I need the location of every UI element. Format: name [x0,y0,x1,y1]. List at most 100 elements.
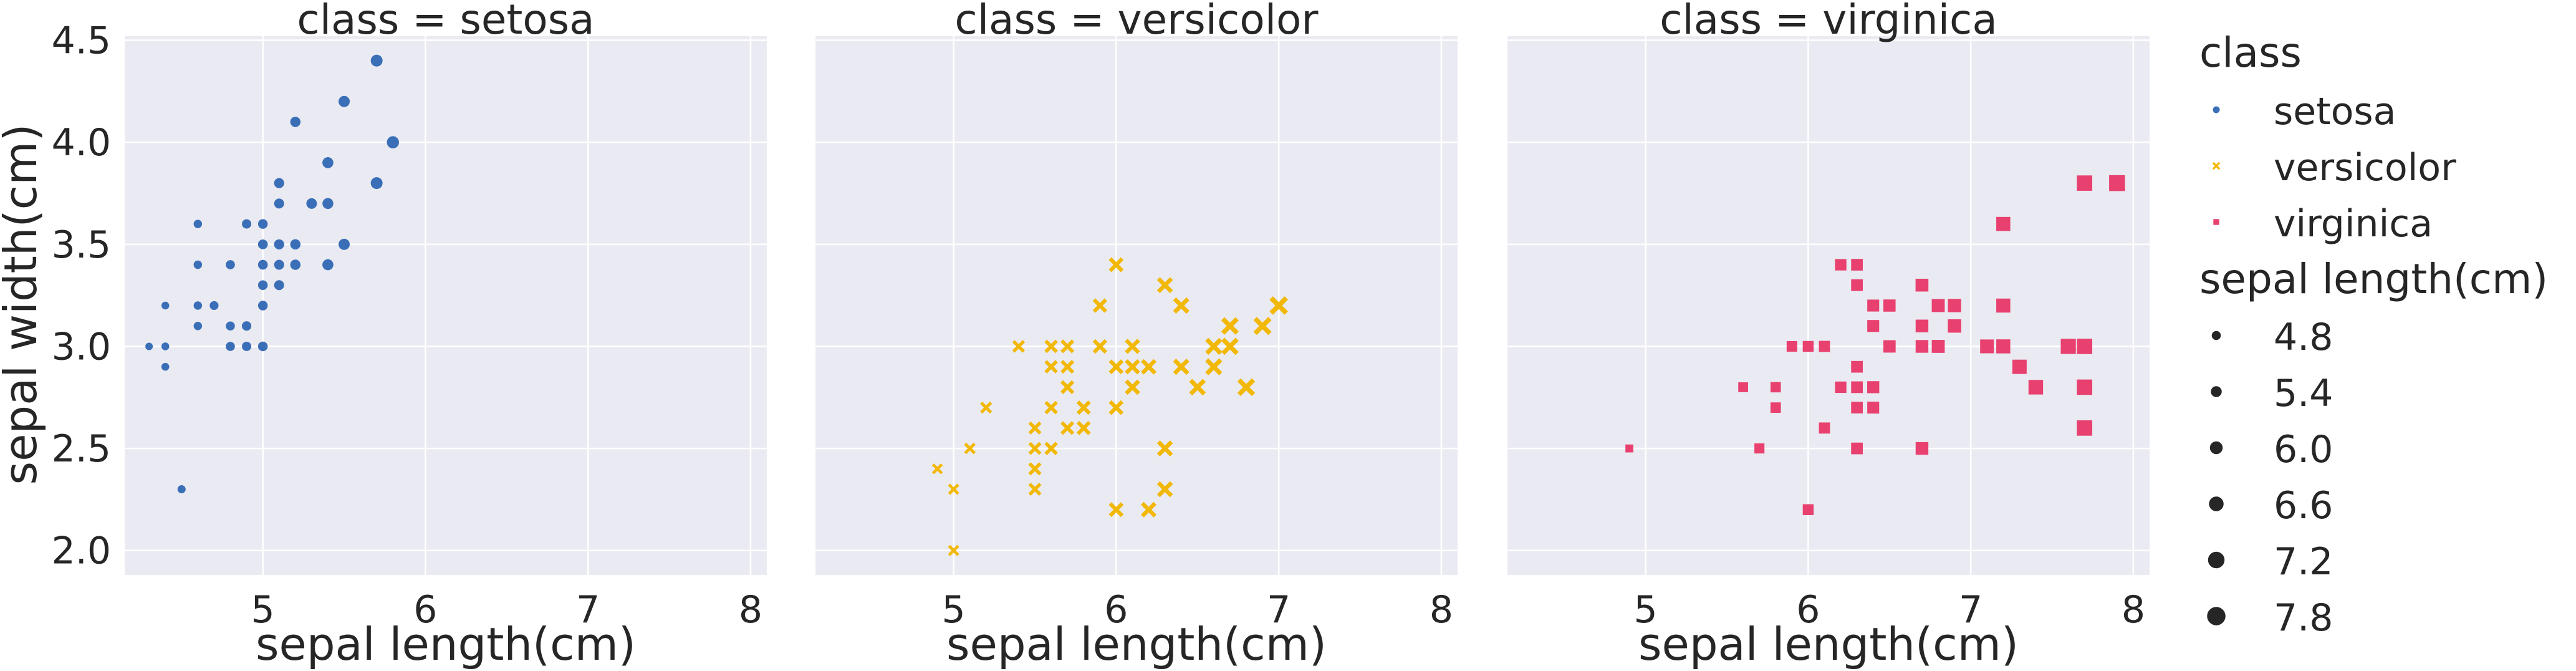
data-point [1060,360,1075,374]
data-point [1996,339,2011,354]
data-point [1867,402,1880,414]
x-tick-label: 7 [1267,588,1290,632]
data-point [2077,379,2093,395]
data-point [1076,421,1091,435]
legend-marker-versicolor [2212,162,2221,170]
facet-panel-versicolor: 5 6 7 8 class = versicolor sepal length(cm) [815,0,1458,670]
data-point [161,301,170,310]
data-point [1060,421,1075,435]
data-point [1996,216,2011,231]
points-versicolor [931,257,1288,556]
data-point [257,259,268,270]
data-point [1835,259,1847,271]
data-point [274,198,284,209]
legend-size-marker [2209,496,2224,511]
x-tick-label: 6 [1796,588,1820,632]
data-point [1915,442,1929,455]
legend: class setosa versicolor virginica sepal leng… [2199,29,2548,640]
data-point [306,198,317,209]
data-point [1915,340,1929,353]
panel-background [815,36,1458,575]
data-point [339,238,350,250]
data-point [980,402,992,414]
data-point [1076,400,1091,415]
legend-label-versicolor: versicolor [2274,146,2456,190]
data-point [242,219,252,229]
data-point [2077,420,2093,436]
data-point [274,259,284,270]
data-point [1141,501,1157,518]
x-tick-label: 5 [942,588,966,632]
data-point [1028,442,1042,455]
data-point [2028,380,2044,395]
y-tick-label: 3.5 [52,223,111,267]
data-point [1092,339,1107,354]
data-point [1980,339,1994,354]
data-point [274,239,284,249]
data-point [322,259,334,271]
legend-size-label: 6.0 [2274,428,2333,471]
data-point [1915,279,1929,292]
legend-title-size: sepal length(cm) [2199,255,2548,303]
data-point [1125,359,1140,375]
x-tick-label: 7 [1959,588,1982,632]
data-point [193,260,203,269]
y-tick-label: 2.0 [52,529,111,573]
data-point [1770,402,1781,413]
x-tick-label: 5 [251,588,275,632]
x-tick-label: 8 [1430,588,1453,632]
panel-title: class = setosa [297,0,594,44]
data-point [1931,340,1945,353]
data-point [209,301,219,310]
legend-marker-virginica [2213,219,2219,225]
x-tick-label: 6 [413,588,437,632]
data-point [1108,400,1124,415]
y-tick-label: 4.5 [52,19,111,63]
data-point [226,260,235,269]
data-point [1237,378,1256,397]
data-point [1044,339,1058,354]
legend-label-setosa: setosa [2274,90,2396,133]
y-tick-label: 3.0 [52,325,111,369]
data-point [257,301,268,311]
data-point [339,95,350,107]
data-point [1802,504,1814,515]
data-point [1253,317,1272,336]
data-point [964,442,976,455]
data-point [2077,339,2093,354]
data-point [1173,359,1189,375]
y-tick-label: 2.5 [52,427,111,471]
data-point [290,239,301,250]
data-point [1625,444,1633,453]
data-point [242,321,252,331]
data-point [1044,442,1058,455]
data-point [1948,319,1961,333]
data-point [193,220,203,228]
data-point [1189,379,1206,396]
x-axis-label: sepal length(cm) [946,618,1327,670]
facet-panel-virginica: 5 6 7 8 class = virginica sepal length(cm) [1507,0,2150,670]
data-point [1819,422,1830,434]
data-point [274,280,284,291]
panel-background [125,36,767,575]
data-point [1156,440,1173,456]
data-point [257,219,268,229]
legend-size-marker [2209,441,2223,455]
data-point [226,321,235,331]
data-point [1028,462,1042,476]
data-point [1092,298,1107,313]
facet-panels: 5 6 7 8 2.0 2.5 3.0 3.5 4.0 4.5 class = setosa sepa… [52,0,2150,670]
data-point [290,259,301,270]
data-point [1802,340,1814,352]
y-axis-label: sepal width(cm) [0,124,47,485]
facet-panel-setosa: 5 6 7 8 2.0 2.5 3.0 3.5 4.0 4.5 class = setosa sepa… [52,0,767,670]
data-point [1770,382,1781,393]
data-point [1867,320,1880,332]
data-point [1754,443,1765,454]
data-point [1867,381,1880,393]
data-point [257,239,268,249]
data-point [1028,483,1042,496]
data-point [1915,319,1929,332]
data-point [2077,175,2093,191]
x-tick-label: 8 [739,588,762,632]
